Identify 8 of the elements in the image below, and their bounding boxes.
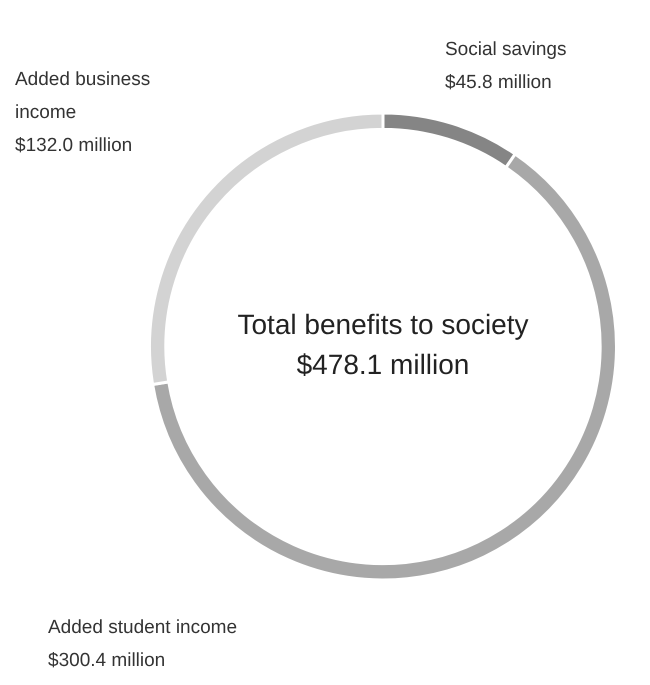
slice-label: Added student income	[48, 617, 238, 638]
text: $478.1 million	[296, 349, 470, 380]
slice-label: Social savings	[445, 39, 566, 60]
data-label: $300.4 million	[48, 650, 166, 672]
data-label: $132.0 million	[15, 135, 132, 156]
slice-label: Added business income	[15, 69, 150, 124]
text: Total benefits to society	[237, 309, 529, 340]
data-label: $45.8 million	[445, 72, 552, 94]
